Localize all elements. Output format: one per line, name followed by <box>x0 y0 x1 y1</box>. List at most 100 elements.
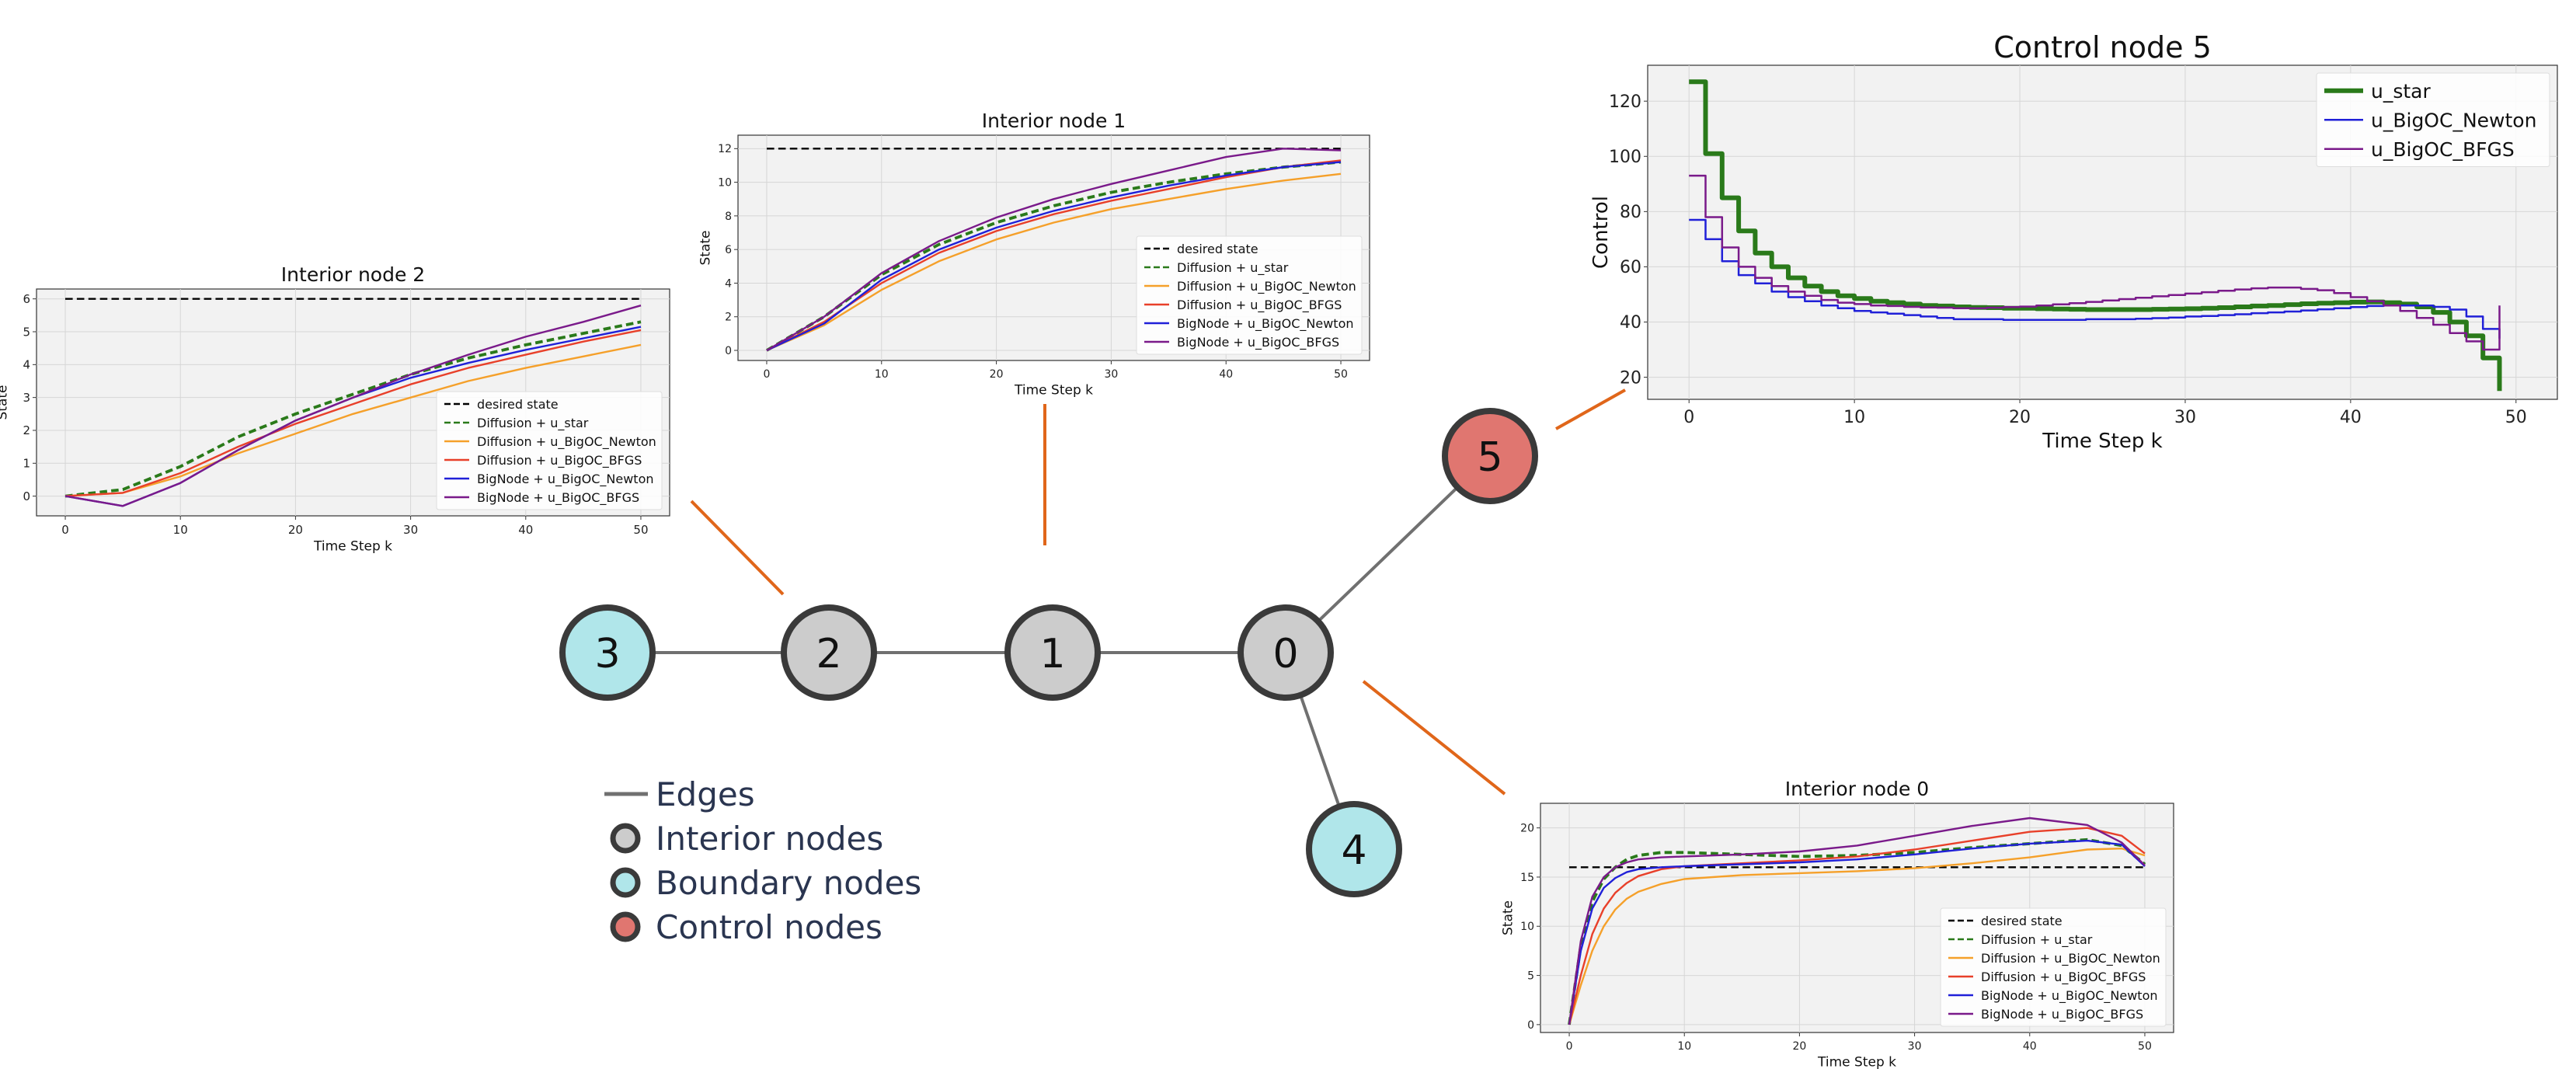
interior-node-1-xlabel: Time Step k <box>1014 383 1093 399</box>
interior-node-0-legend-label-4: BigNode + u_BigOC_Newton <box>1981 988 2158 1004</box>
interior-node-0-series-group <box>1568 817 2146 1025</box>
interior-node-2-title: Interior node 2 <box>281 263 425 286</box>
interior-node-2-legend-label-1: Diffusion + u_star <box>477 416 589 431</box>
control-node-5-ytick-label-1: 40 <box>1620 313 1641 333</box>
control-node-5-chart: 0 10 20 30 40 50 20 40 60 80 100 120 Control node 5 T… <box>1589 30 2558 453</box>
control-node-5-xtick-label-2: 20 <box>2009 408 2031 427</box>
control-node-5-legend-label-0: u_star <box>2371 80 2431 103</box>
interior-node-2-series-2 <box>64 343 642 497</box>
interior-node-1-legend-label-0: desired state <box>1177 242 1258 256</box>
control-node-5-ytick-label-0: 20 <box>1620 368 1641 388</box>
interior-node-0-xtick-label-4: 40 <box>2023 1040 2037 1053</box>
interior-node-0-legend-label-5: BigNode + u_BigOC_BFGS <box>1981 1007 2143 1022</box>
legend-interior-label: Interior nodes <box>656 820 883 858</box>
interior-node-2-series-group <box>64 298 642 507</box>
connector-line-0 <box>690 500 785 596</box>
interior-node-1-chart: 0 10 20 30 40 50 0 2 4 6 8 10 12 Interior node 1 Time … <box>698 110 1370 399</box>
control-node-5-series-2 <box>1689 174 2501 351</box>
node-4-circle <box>1306 801 1402 897</box>
node-chart-connectors <box>690 388 1626 796</box>
interior-node-0-xtick-label-5: 50 <box>2138 1040 2152 1053</box>
interior-node-2-xtick-label-4: 40 <box>518 523 533 537</box>
interior-node-1-xtick-label-4: 40 <box>1219 368 1233 381</box>
interior-node-0-xtick-label-3: 30 <box>1908 1040 1922 1053</box>
interior-node-2-legend-label-3: Diffusion + u_BigOC_BFGS <box>477 453 642 468</box>
legend-boundary-swatch <box>610 867 641 898</box>
interior-node-2-xtick-label-3: 30 <box>403 523 418 537</box>
interior-node-1-legend-label-4: BigNode + u_BigOC_Newton <box>1177 316 1354 332</box>
interior-node-2-ytick-label-3: 3 <box>23 391 30 405</box>
control-node-5-ylabel: Control <box>1589 196 1613 269</box>
control-node-5-xtick-label-3: 30 <box>2174 408 2196 427</box>
interior-node-0-ytick-label-1: 5 <box>1527 970 1534 982</box>
control-node-5-series-group <box>1689 79 2502 392</box>
interior-node-0-xlabel: Time Step k <box>1817 1055 1896 1069</box>
interior-node-2-legend-label-5: BigNode + u_BigOC_BFGS <box>477 490 639 506</box>
interior-node-2-series-1 <box>64 320 642 498</box>
interior-node-2-ytick-label-1: 1 <box>23 457 30 471</box>
interior-node-1-legend-label-5: BigNode + u_BigOC_BFGS <box>1177 335 1339 350</box>
graph-legend: Edges Interior nodes Boundary nodes Control… <box>604 775 921 946</box>
control-node-5-title: Control node 5 <box>1993 30 2212 64</box>
interior-node-2-xtick-label-5: 50 <box>633 523 648 537</box>
connector-line-2 <box>1555 388 1626 430</box>
node-4-label: 4 <box>1341 827 1366 874</box>
node-1-circle <box>1004 604 1101 701</box>
control-node-5-xlabel: Time Step k <box>2042 430 2162 453</box>
interior-node-2-xtick-label-1: 10 <box>173 523 188 537</box>
control-node-5-xtick-label-5: 50 <box>2505 408 2527 427</box>
legend-interior-swatch <box>610 823 641 854</box>
interior-node-1-series-group <box>766 148 1342 352</box>
node-0-circle <box>1238 604 1334 701</box>
interior-node-1-series-3 <box>766 159 1342 352</box>
legend-boundary-label: Boundary nodes <box>656 864 921 902</box>
interior-node-1-series-5 <box>766 148 1342 352</box>
control-node-5-series-1 <box>1689 218 2501 339</box>
interior-node-0-chart: 0 10 20 30 40 50 0 5 10 15 20 Interior node 0 Time S… <box>1500 778 2174 1069</box>
interior-node-2-legend-box <box>436 391 663 510</box>
interior-node-2-legend-label-0: desired state <box>477 397 559 412</box>
interior-node-0-legend-label-3: Diffusion + u_BigOC_BFGS <box>1981 970 2146 985</box>
node-5-circle <box>1442 408 1538 504</box>
control-node-5-ytick-label-2: 60 <box>1620 258 1641 277</box>
interior-node-0-xtick-label-0: 0 <box>1566 1040 1573 1053</box>
interior-node-0-series-5 <box>1568 817 2146 1025</box>
node-3-label: 3 <box>594 631 620 677</box>
node-5-label: 5 <box>1477 434 1502 481</box>
interior-node-1-ytick-label-6: 12 <box>718 143 732 155</box>
graph-nodes: 0 1 2 3 4 5 <box>559 408 1538 897</box>
interior-node-0-legend-label-0: desired state <box>1981 914 2063 928</box>
interior-node-1-ytick-label-5: 10 <box>718 176 732 189</box>
interior-node-2-legend-label-2: Diffusion + u_BigOC_Newton <box>477 434 656 450</box>
control-node-5-xtick-label-1: 10 <box>1843 408 1865 427</box>
node-2-circle <box>781 604 877 701</box>
legend-edge-label: Edges <box>656 775 755 813</box>
interior-node-1-series-2 <box>766 172 1342 352</box>
interior-node-0-series-2 <box>1568 847 2146 1025</box>
interior-node-1-ylabel: State <box>698 231 713 266</box>
interior-node-1-legend-label-3: Diffusion + u_BigOC_BFGS <box>1177 298 1342 313</box>
interior-node-2-series-5 <box>64 305 642 507</box>
legend-control-label: Control nodes <box>656 908 882 946</box>
connector-line-3 <box>1362 680 1506 796</box>
control-node-5-legend-box <box>2316 72 2550 167</box>
interior-node-2-ytick-label-5: 5 <box>23 325 30 339</box>
interior-node-0-ylabel: State <box>1500 900 1516 935</box>
interior-node-0-legend-label-2: Diffusion + u_BigOC_Newton <box>1981 951 2160 966</box>
interior-node-1-legend-label-1: Diffusion + u_star <box>1177 260 1289 276</box>
interior-node-1-ytick-label-0: 0 <box>725 345 732 357</box>
interior-node-1-ytick-label-4: 8 <box>725 211 732 223</box>
interior-node-2-ylabel: State <box>0 385 11 420</box>
interior-node-2-ytick-label-4: 4 <box>23 358 30 372</box>
interior-node-2-legend-label-4: BigNode + u_BigOC_Newton <box>477 472 654 487</box>
interior-node-1-series-4 <box>766 161 1342 352</box>
interior-node-2-ytick-label-2: 2 <box>23 423 30 437</box>
control-node-5-ytick-label-5: 120 <box>1609 92 1641 112</box>
interior-node-1-xtick-label-3: 30 <box>1104 368 1118 381</box>
interior-node-1-legend-box <box>1136 235 1363 355</box>
interior-node-2-chart: 0 10 20 30 40 50 0 1 2 3 4 5 6 Interior node 2 Time St… <box>0 263 670 555</box>
interior-node-1-xtick-label-1: 10 <box>875 368 889 381</box>
interior-node-1-series-1 <box>766 160 1342 352</box>
